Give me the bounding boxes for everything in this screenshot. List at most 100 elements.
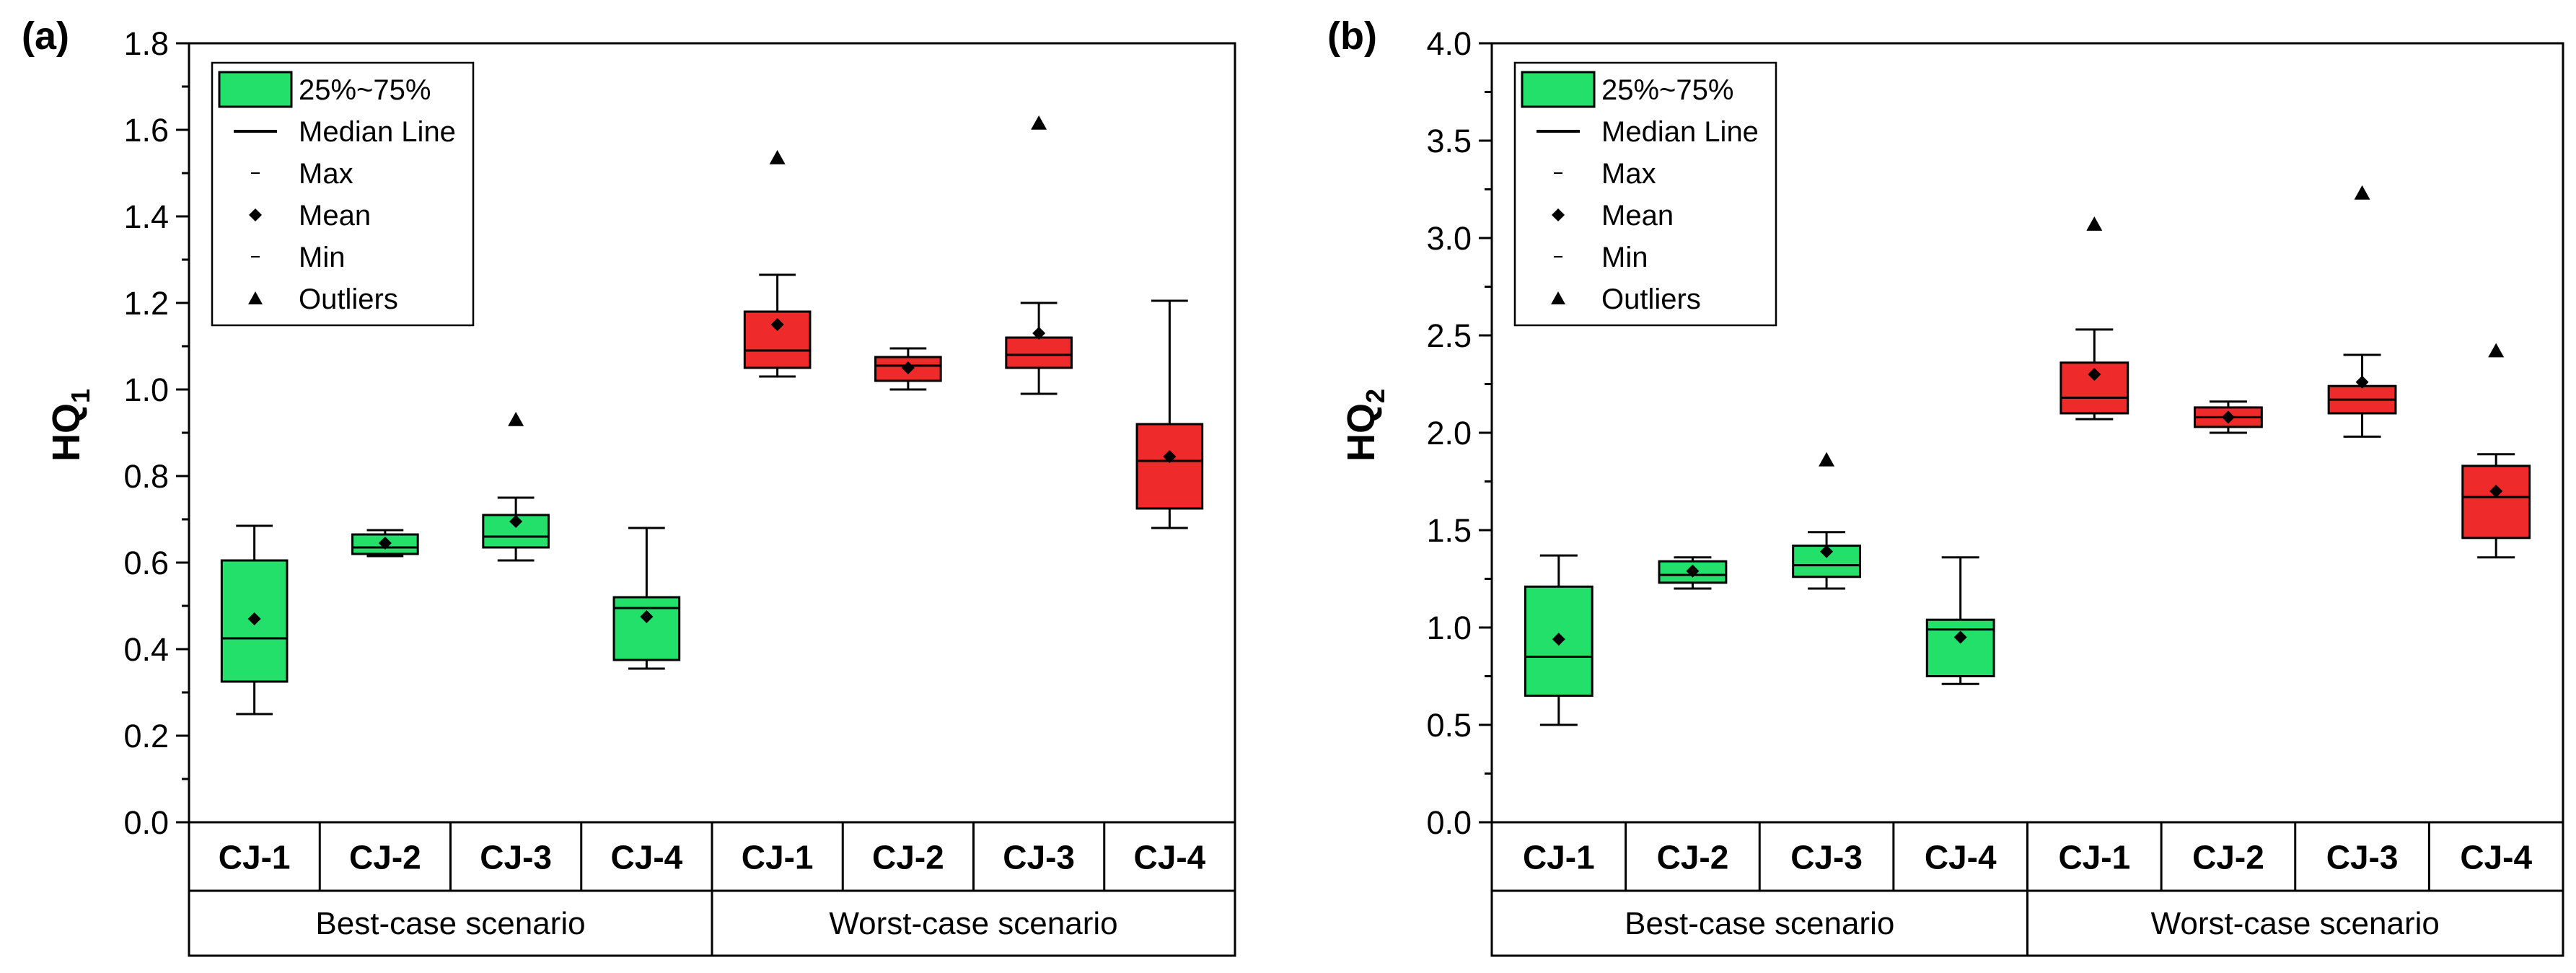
panel-b: (b) HQ2 0.0 0.5 1.0 1.5 2.0 2.5 3.0 3.5 4.0 CJ-1 CJ-… bbox=[1327, 14, 2564, 957]
y-axis-label-subscript: 1 bbox=[66, 389, 95, 403]
y-tick-label: 0.0 bbox=[123, 804, 169, 841]
legend-label: Outliers bbox=[299, 283, 398, 315]
group-label: Best-case scenario bbox=[1625, 906, 1894, 941]
mean-marker bbox=[640, 610, 654, 623]
group-label: Worst-case scenario bbox=[829, 906, 1117, 941]
box-worst-cj-3 bbox=[1005, 115, 1073, 395]
mean-marker bbox=[1163, 450, 1177, 463]
box-best-cj-4 bbox=[1925, 556, 1995, 685]
box-worst-cj-4 bbox=[1135, 299, 1204, 529]
legend-key-box bbox=[1521, 71, 1596, 108]
y-tick-label: 3.5 bbox=[1426, 123, 1472, 159]
legend-label: 25%~75% bbox=[299, 74, 431, 106]
legend-label: Min bbox=[1601, 242, 1648, 273]
box-worst-cj-3 bbox=[2327, 185, 2397, 438]
outlier-marker bbox=[1031, 115, 1047, 130]
outlier-marker bbox=[2488, 343, 2505, 358]
y-axis-label-main: HQ bbox=[1340, 403, 1383, 462]
category-label: CJ-4 bbox=[611, 839, 683, 876]
panel-label: (b) bbox=[1327, 14, 1377, 58]
legend-key-outlier bbox=[1551, 291, 1565, 304]
box-best-cj-3 bbox=[1792, 452, 1861, 590]
iqr-box bbox=[612, 596, 681, 661]
legend-key-mean bbox=[1552, 208, 1565, 221]
category-label: CJ-3 bbox=[1003, 839, 1075, 876]
mean-marker bbox=[2221, 410, 2235, 424]
legend-label: Median Line bbox=[1601, 116, 1759, 148]
category-label: CJ-3 bbox=[1790, 839, 1863, 876]
y-tick-label: 0.4 bbox=[123, 631, 169, 668]
category-label: CJ-1 bbox=[742, 839, 814, 876]
mean-marker bbox=[1552, 633, 1565, 646]
box-worst-cj-1 bbox=[743, 150, 812, 378]
y-tick-label: 0.0 bbox=[1426, 804, 1472, 841]
category-label: CJ-2 bbox=[1657, 839, 1729, 876]
y-tick-label: 1.2 bbox=[123, 285, 169, 322]
outlier-marker bbox=[508, 412, 524, 426]
y-tick-label: 1.6 bbox=[123, 112, 169, 149]
category-label: CJ-2 bbox=[349, 839, 421, 876]
group-label: Best-case scenario bbox=[315, 906, 585, 941]
category-label: CJ-3 bbox=[480, 839, 552, 876]
y-tick-label: 0.2 bbox=[123, 718, 169, 754]
panel-label: (a) bbox=[22, 14, 69, 58]
category-label: CJ-1 bbox=[219, 839, 291, 876]
legend: 25%~75% Median Line Max Mean Min Outliers bbox=[1513, 61, 1777, 327]
y-tick-label: 1.0 bbox=[123, 371, 169, 408]
mean-marker bbox=[2088, 368, 2101, 381]
y-tick-label: 0.6 bbox=[123, 545, 169, 581]
legend-label: Mean bbox=[1601, 200, 1674, 232]
y-tick-label: 1.4 bbox=[123, 198, 169, 235]
y-tick-label: 2.0 bbox=[1426, 415, 1472, 452]
iqr-box bbox=[1005, 336, 1073, 369]
category-label: CJ-3 bbox=[2326, 839, 2399, 876]
y-tick-label: 0.8 bbox=[123, 458, 169, 495]
mean-marker bbox=[509, 515, 523, 528]
mean-marker bbox=[2489, 485, 2503, 498]
y-axis-label-main: HQ bbox=[45, 403, 88, 462]
legend-key-mean bbox=[249, 208, 262, 221]
category-label: CJ-1 bbox=[1523, 839, 1595, 876]
category-label: CJ-4 bbox=[2460, 839, 2532, 876]
outlier-marker bbox=[1819, 452, 1835, 467]
box-worst-cj-2 bbox=[874, 347, 942, 391]
outlier-marker bbox=[2086, 216, 2103, 231]
mean-marker bbox=[1953, 630, 1967, 644]
y-tick-label: 0.5 bbox=[1426, 707, 1472, 744]
y-tick-label: 1.0 bbox=[1426, 609, 1472, 646]
y-tick-label: 1.8 bbox=[123, 25, 169, 62]
y-tick-label: 2.5 bbox=[1426, 317, 1472, 354]
category-label: CJ-2 bbox=[872, 839, 944, 876]
iqr-box bbox=[1925, 618, 1995, 678]
mean-marker bbox=[378, 537, 392, 550]
y-axis-label: HQ2 bbox=[1340, 389, 1390, 462]
mean-marker bbox=[770, 318, 784, 331]
outlier-marker bbox=[769, 150, 786, 164]
box-best-cj-4 bbox=[612, 527, 681, 670]
category-label: CJ-2 bbox=[2192, 839, 2264, 876]
legend-label: 25%~75% bbox=[1601, 74, 1733, 106]
y-tick-label: 3.0 bbox=[1426, 220, 1472, 257]
y-tick-label: 1.5 bbox=[1426, 512, 1472, 549]
legend-label: Mean bbox=[299, 200, 371, 232]
panel-a: (a) HQ1 0.0 0.2 0.4 0.6 0.8 1.0 1.2 1.4 1.6 1.8 CJ-1… bbox=[22, 14, 1236, 957]
mean-marker bbox=[1820, 545, 1834, 558]
box-worst-cj-1 bbox=[2060, 216, 2129, 421]
category-label: CJ-1 bbox=[2058, 839, 2130, 876]
category-label: CJ-4 bbox=[1925, 839, 1997, 876]
mean-marker bbox=[901, 361, 915, 374]
mean-marker bbox=[1032, 327, 1046, 340]
category-label: CJ-4 bbox=[1134, 839, 1206, 876]
box-worst-cj-2 bbox=[2194, 400, 2263, 434]
box-best-cj-1 bbox=[1524, 554, 1593, 726]
legend: 25%~75% Median Line Max Mean Min Outliers bbox=[211, 61, 475, 327]
mean-marker bbox=[2355, 375, 2369, 389]
y-axis-label-subscript: 2 bbox=[1360, 389, 1390, 403]
legend-key-outlier bbox=[248, 291, 263, 304]
group-label: Worst-case scenario bbox=[2151, 906, 2440, 941]
legend-label: Max bbox=[1601, 158, 1656, 190]
legend-label: Median Line bbox=[299, 116, 456, 148]
iqr-box bbox=[1135, 423, 1204, 510]
box-best-cj-2 bbox=[351, 529, 419, 558]
